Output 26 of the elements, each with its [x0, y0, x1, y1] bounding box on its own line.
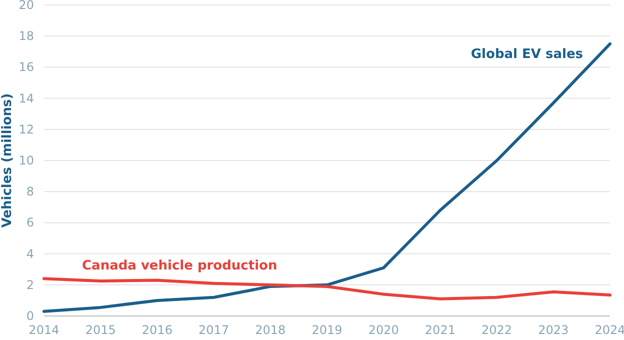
- x-tick-label: 2023: [538, 323, 569, 337]
- series-label: Canada vehicle production: [82, 258, 278, 274]
- x-tick-label: 2014: [28, 323, 60, 337]
- x-tick-label: 2019: [312, 323, 342, 337]
- x-tick-label: 2017: [198, 323, 230, 337]
- line-series: [42, 42, 612, 313]
- y-tick-label: 14: [18, 91, 34, 106]
- y-tick-label: 20: [18, 0, 34, 12]
- x-tick-label: 2018: [255, 323, 286, 337]
- x-tick-label: 2022: [482, 323, 512, 337]
- x-tick-label: 2015: [85, 323, 116, 337]
- y-tick-label: 4: [26, 246, 34, 261]
- y-axis-title: Vehicles (millions): [0, 93, 15, 228]
- x-tick-label: 2021: [424, 323, 456, 337]
- y-tick-label: 18: [18, 29, 34, 44]
- x-tick-label: 2020: [368, 323, 399, 337]
- series-label: Global EV sales: [470, 46, 584, 62]
- y-tick-label: 8: [26, 184, 34, 199]
- y-tick-label: 10: [18, 154, 34, 168]
- y-tick-label: 0: [26, 309, 34, 323]
- x-tick-label: 2016: [142, 323, 172, 337]
- y-tick-label: 12: [18, 122, 34, 136]
- y-tick-label: 6: [26, 216, 34, 230]
- line-series: [42, 277, 612, 300]
- y-tick-label: 2: [26, 278, 34, 292]
- y-tick-label: 16: [18, 60, 34, 74]
